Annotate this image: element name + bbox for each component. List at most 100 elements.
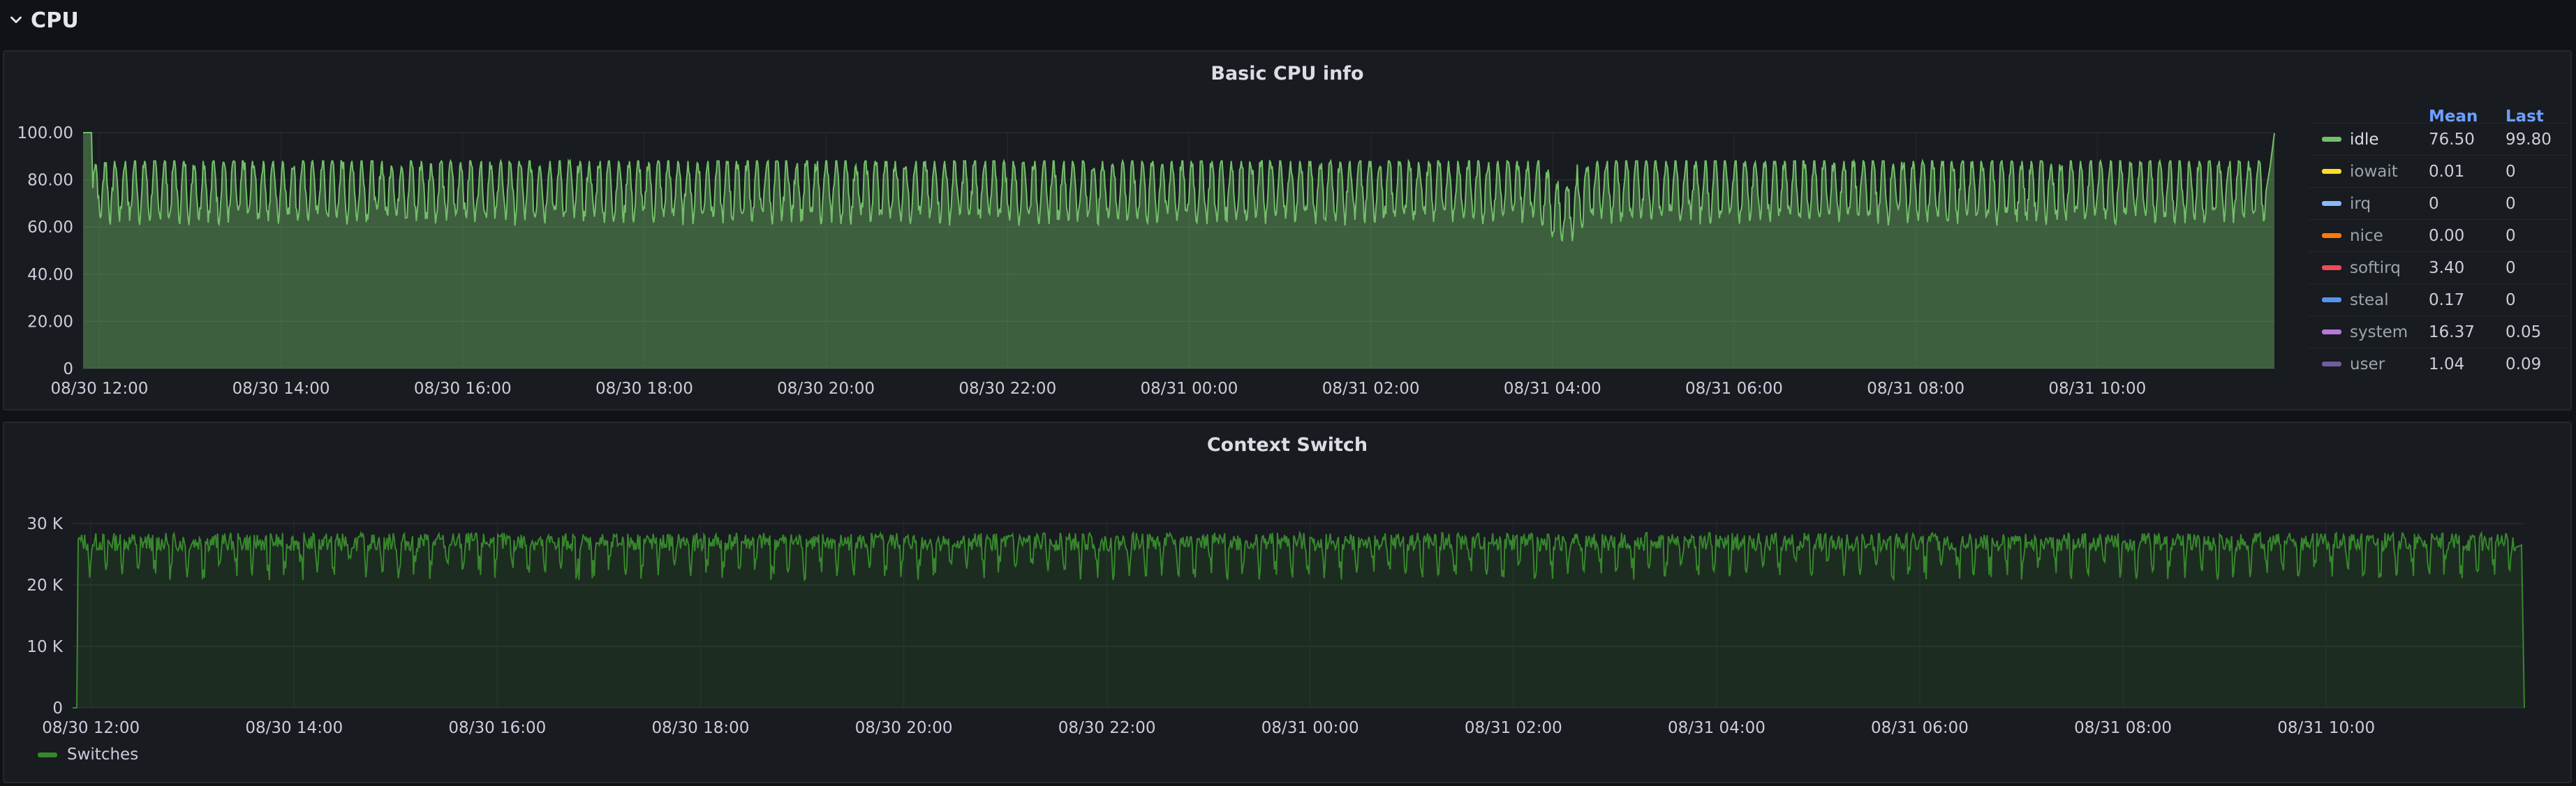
y-axis-ticks: 0 10 K 20 K 30 K: [27, 515, 64, 718]
legend-mean-value: 0.17: [2429, 290, 2465, 309]
y-tick-label: 30 K: [27, 515, 64, 533]
x-tick-label: 08/31 06:00: [1685, 380, 1783, 398]
legend-item-irq[interactable]: irq 0 0: [2308, 187, 2570, 219]
x-tick-label: 08/30 20:00: [777, 380, 875, 398]
legend-swatch: [2322, 265, 2341, 270]
row-header-cpu[interactable]: CPU: [0, 0, 2576, 40]
x-tick-label: 08/30 18:00: [595, 380, 693, 398]
legend-name: system: [2350, 322, 2408, 341]
legend-item-system[interactable]: system 16.37 0.05: [2308, 316, 2570, 348]
x-tick-label: 08/30 22:00: [1058, 719, 1156, 737]
x-tick-label: 08/31 08:00: [2074, 719, 2172, 737]
legend-mean-value: 16.37: [2429, 322, 2475, 341]
y-tick-label: 80.00: [27, 172, 73, 190]
x-tick-label: 08/30 12:00: [50, 380, 148, 398]
series-fill-Switches: [73, 533, 2524, 708]
legend-name: idle: [2350, 130, 2379, 149]
x-tick-label: 08/31 00:00: [1261, 719, 1359, 737]
legend-header-last[interactable]: Last: [2505, 107, 2544, 126]
legend-item-user[interactable]: user 1.04 0.09: [2308, 348, 2570, 380]
x-tick-label: 08/30 12:00: [42, 719, 140, 737]
x-axis-ticks: 08/30 12:00 08/30 14:00 08/30 16:00 08/30 1…: [42, 719, 2375, 737]
legend-swatch: [2322, 329, 2341, 334]
legend-name: nice: [2350, 226, 2383, 245]
y-tick-label: 20 K: [27, 577, 64, 595]
x-tick-label: 08/31 04:00: [1504, 380, 1601, 398]
y-tick-label: 10 K: [27, 638, 64, 656]
legend-last-value: 0.09: [2505, 355, 2542, 373]
x-tick-label: 08/30 20:00: [855, 719, 953, 737]
legend-table: Mean Last idle 76.50 99.80 iowait 0.01 0 irq 0 0…: [2308, 107, 2570, 408]
legend-last-value: 0: [2505, 162, 2516, 181]
legend-last-value: 0: [2505, 290, 2516, 309]
legend-mean-value: 0.01: [2429, 162, 2465, 181]
y-tick-label: 0: [63, 360, 73, 378]
legend-last-value: 0.05: [2505, 322, 2542, 341]
y-tick-label: 60.00: [27, 218, 73, 237]
legend-name: steal: [2350, 290, 2389, 309]
x-tick-label: 08/30 14:00: [245, 719, 343, 737]
panel-context-switch[interactable]: Context Switch 0 10 K 20 K 30 K 08/30 12:00…: [3, 422, 2572, 783]
chart-grid: [73, 521, 2524, 709]
legend-name: iowait: [2350, 162, 2398, 181]
legend-label: Switches: [67, 746, 139, 764]
series-line-idle: [83, 132, 2275, 242]
chevron-down-icon[interactable]: [7, 11, 25, 29]
legend-mean-value: 0: [2429, 194, 2439, 213]
x-tick-label: 08/31 04:00: [1668, 719, 1766, 737]
legend-last-value: 0: [2505, 258, 2516, 277]
legend-header-mean[interactable]: Mean: [2429, 107, 2478, 126]
legend-swatch: [2322, 169, 2341, 174]
legend-swatch: [38, 752, 57, 757]
series-line-Switches: [73, 530, 2525, 709]
y-tick-label: 20.00: [27, 313, 73, 331]
x-tick-label: 08/31 10:00: [2277, 719, 2375, 737]
legend-mean-value: 0.00: [2429, 226, 2465, 245]
series-fill-idle: [83, 133, 2274, 369]
legend-mean-value: 1.04: [2429, 355, 2465, 373]
legend-name: irq: [2350, 194, 2371, 213]
y-tick-label: 40.00: [27, 266, 73, 284]
legend-last-value: 0: [2505, 194, 2516, 213]
x-axis-ticks: 08/30 12:00 08/30 14:00 08/30 16:00 08/30 1…: [50, 380, 2146, 398]
legend-item-iowait[interactable]: iowait 0.01 0: [2308, 155, 2570, 187]
x-tick-label: 08/30 18:00: [652, 719, 750, 737]
y-tick-label: 0: [52, 699, 63, 718]
panel-title: Context Switch: [1206, 434, 1368, 456]
legend-name: user: [2350, 355, 2385, 373]
x-tick-label: 08/30 14:00: [232, 380, 330, 398]
row-title: CPU: [31, 8, 79, 33]
legend-mean-value: 76.50: [2429, 130, 2475, 149]
x-tick-label: 08/31 02:00: [1465, 719, 1562, 737]
x-tick-label: 08/30 16:00: [448, 719, 546, 737]
legend-swatch: [2322, 201, 2341, 206]
legend-item-switches[interactable]: Switches: [38, 746, 138, 764]
x-tick-label: 08/30 16:00: [414, 380, 512, 398]
legend-item-idle[interactable]: idle 76.50 99.80: [2308, 123, 2570, 155]
x-tick-label: 08/31 02:00: [1322, 380, 1420, 398]
legend-name: softirq: [2350, 258, 2401, 277]
legend-last-value: 0: [2505, 226, 2516, 245]
legend-swatch: [2322, 233, 2341, 238]
chart-series-area: [73, 530, 2525, 709]
panel-basic-cpu-info[interactable]: Basic CPU info 0 20.00 40.00 60.00 80.00 100.…: [3, 50, 2572, 410]
legend-swatch: [2322, 137, 2341, 142]
legend-item-nice[interactable]: nice 0.00 0: [2308, 219, 2570, 251]
x-tick-label: 08/30 22:00: [958, 380, 1056, 398]
legend-swatch: [2322, 297, 2341, 302]
legend-swatch: [2322, 362, 2341, 366]
y-axis-ticks: 0 20.00 40.00 60.00 80.00 100.00: [17, 124, 73, 378]
legend-last-value: 99.80: [2505, 130, 2552, 149]
panel-title: Basic CPU info: [1211, 63, 1364, 84]
legend-item-steal[interactable]: steal 0.17 0: [2308, 283, 2570, 316]
y-tick-label: 100.00: [17, 124, 73, 142]
x-tick-label: 08/31 08:00: [1867, 380, 1964, 398]
chart-series-area: [83, 132, 2275, 369]
x-tick-label: 08/31 00:00: [1141, 380, 1238, 398]
legend-item-softirq[interactable]: softirq 3.40 0: [2308, 251, 2570, 283]
context-switch-chart[interactable]: 010 K20 K30 K 08/30 12:00 08/30 14:00 08/3…: [4, 423, 2566, 751]
x-tick-label: 08/31 06:00: [1871, 719, 1969, 737]
x-tick-label: 08/31 10:00: [2048, 380, 2146, 398]
legend-mean-value: 3.40: [2429, 258, 2465, 277]
